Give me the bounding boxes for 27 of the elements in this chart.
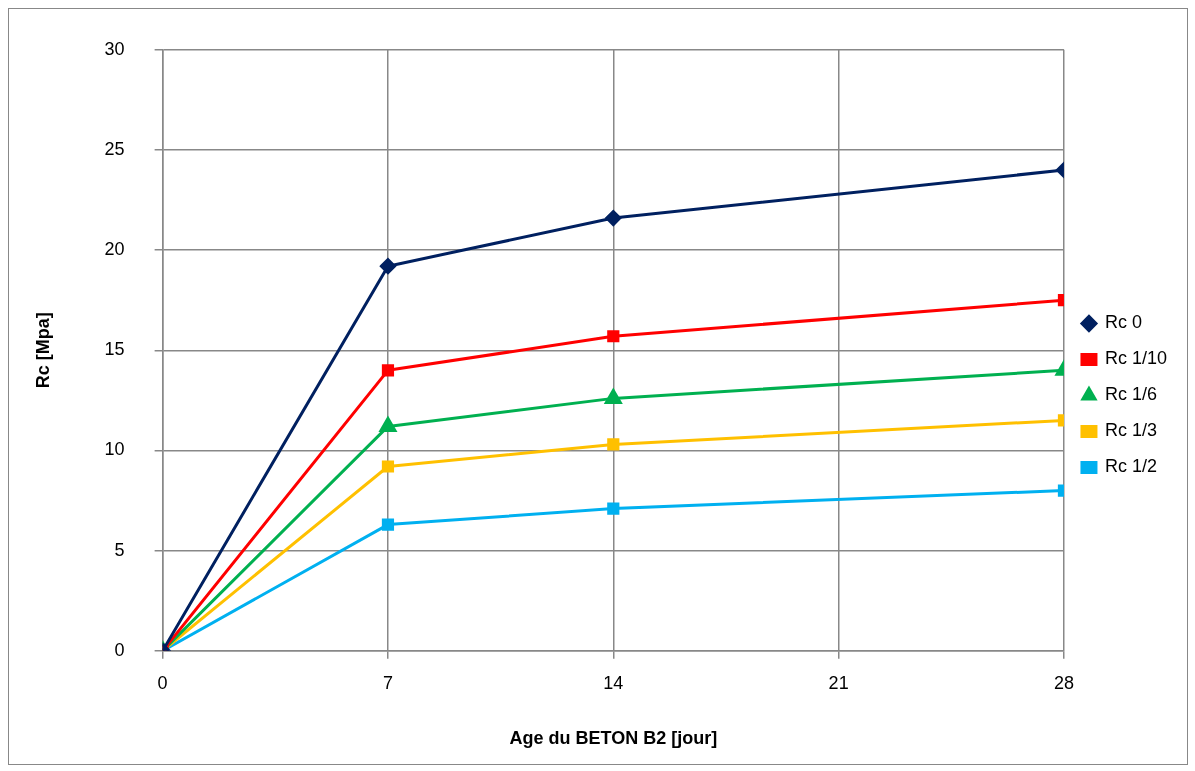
point xyxy=(607,330,620,343)
point xyxy=(379,258,396,275)
legend-label: Rc 1/10 xyxy=(1104,348,1168,369)
point xyxy=(607,502,620,515)
point xyxy=(605,210,622,227)
y-tick-label: 25 xyxy=(104,138,125,159)
point xyxy=(381,460,395,473)
y-tick-label: 5 xyxy=(114,539,125,560)
x-axis-title: Age du BETON B2 [jour] xyxy=(509,728,718,749)
x-tick-label: 14 xyxy=(603,672,624,693)
legend-label: Rc 0 xyxy=(1104,312,1142,333)
y-axis-title: Rc [Mpa] xyxy=(32,312,53,389)
x-tick-label: 0 xyxy=(157,672,168,693)
point xyxy=(381,518,395,531)
y-tick-label: 20 xyxy=(104,239,125,260)
x-tick-label: 28 xyxy=(1053,672,1074,693)
point xyxy=(381,364,395,377)
point xyxy=(607,438,620,451)
legend-label: Rc 1/2 xyxy=(1104,456,1157,477)
y-tick-label: 30 xyxy=(104,38,125,59)
legend-label: Rc 1/6 xyxy=(1104,384,1157,405)
y-tick-label: 10 xyxy=(104,439,125,460)
y-tick-label: 15 xyxy=(104,339,125,360)
x-tick-label: 7 xyxy=(382,672,393,693)
legend-label: Rc 1/3 xyxy=(1104,420,1157,441)
y-tick-label: 0 xyxy=(114,639,125,660)
x-tick-label: 21 xyxy=(828,672,849,693)
